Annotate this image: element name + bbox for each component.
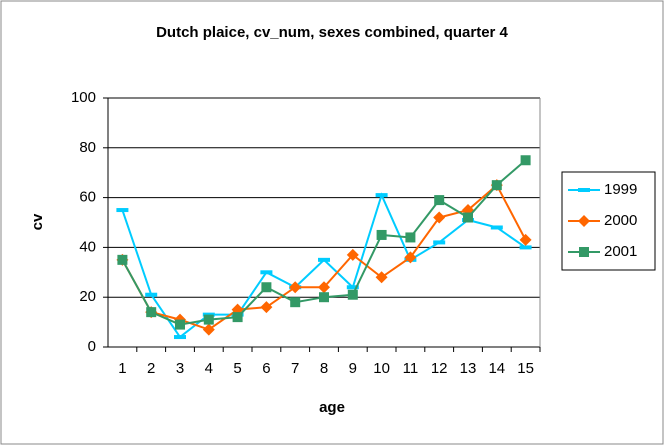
marker [434, 195, 445, 206]
x-tick-label: 2 [147, 360, 155, 377]
y-tick-label: 0 [88, 338, 96, 355]
x-tick-label: 4 [205, 360, 213, 377]
x-tick-label: 15 [517, 360, 534, 377]
marker [578, 188, 590, 192]
marker [375, 271, 388, 284]
x-tick-label: 8 [320, 360, 328, 377]
chart-title: Dutch plaice, cv_num, sexes combined, qu… [156, 24, 508, 41]
y-tick-label: 20 [79, 288, 96, 305]
legend-label: 2001 [604, 243, 637, 260]
marker [260, 301, 273, 314]
marker [146, 307, 157, 318]
marker [202, 323, 215, 336]
marker [463, 212, 473, 223]
x-tick-label: 10 [373, 360, 390, 377]
marker [491, 180, 502, 191]
x-tick-label: 12 [431, 360, 448, 377]
y-tick-label: 80 [79, 139, 96, 156]
x-tick-label: 7 [291, 360, 299, 377]
marker [232, 312, 243, 323]
marker [433, 240, 446, 245]
marker [578, 215, 590, 227]
marker [290, 297, 301, 308]
legend-label: 2000 [604, 212, 637, 229]
x-tick-label: 9 [349, 360, 357, 377]
marker [433, 211, 446, 224]
marker [520, 155, 531, 166]
x-tick-label: 13 [460, 360, 477, 377]
marker [289, 281, 302, 294]
marker [261, 282, 272, 293]
marker [490, 225, 503, 230]
marker [260, 270, 273, 275]
marker [116, 208, 129, 213]
y-tick-label: 100 [71, 89, 96, 106]
marker [318, 281, 330, 294]
marker [117, 254, 128, 265]
y-tick-label: 60 [79, 189, 96, 206]
x-tick-label: 14 [488, 360, 505, 377]
marker [519, 245, 532, 250]
marker [405, 232, 416, 243]
x-tick-label: 3 [176, 360, 184, 377]
marker [346, 248, 359, 261]
y-axis-label: cv [29, 213, 46, 230]
marker [404, 251, 417, 264]
marker [579, 247, 589, 257]
x-tick-label: 6 [262, 360, 270, 377]
marker [319, 292, 329, 303]
marker [145, 292, 158, 297]
x-axis-label: age [319, 399, 345, 416]
marker [174, 335, 186, 340]
marker [318, 257, 330, 262]
x-tick-label: 11 [403, 360, 419, 377]
marker [347, 289, 358, 300]
marker [203, 314, 214, 325]
marker [375, 193, 388, 198]
x-tick-label: 1 [118, 360, 126, 377]
marker [376, 229, 387, 240]
marker [175, 319, 185, 330]
marker [346, 285, 359, 290]
x-tick-label: 5 [233, 360, 241, 377]
legend-label: 1999 [604, 181, 637, 198]
marker [519, 233, 532, 246]
y-tick-label: 40 [79, 238, 96, 255]
